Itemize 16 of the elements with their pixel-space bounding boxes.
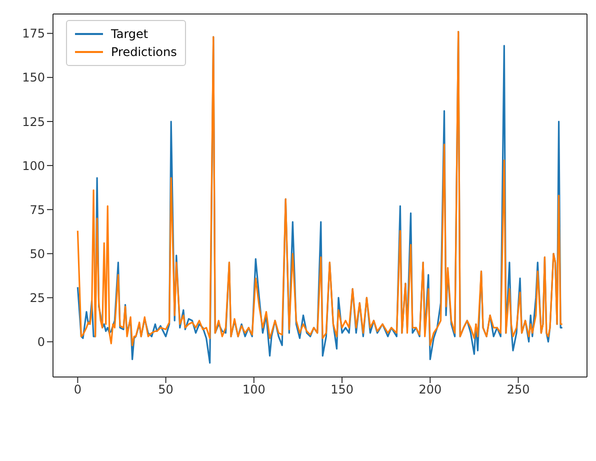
y-tick-label: 175 [22,26,45,41]
x-tick-label: 100 [242,382,266,397]
y-tick-label: 50 [30,246,45,261]
x-tick-label: 0 [74,382,82,397]
x-tick-label: 250 [506,382,530,397]
y-tick-label: 0 [37,335,45,350]
x-tick-label: 50 [158,382,174,397]
legend-label: Target [111,26,148,43]
y-tick-label: 25 [30,290,45,305]
y-tick-label: 75 [30,202,45,217]
legend-label: Predictions [111,44,177,61]
x-tick-label: 200 [418,382,442,397]
y-tick-label: 125 [22,114,45,129]
x-tick-label: 150 [330,382,354,397]
y-tick-label: 100 [22,158,45,173]
y-tick-label: 150 [22,70,45,85]
